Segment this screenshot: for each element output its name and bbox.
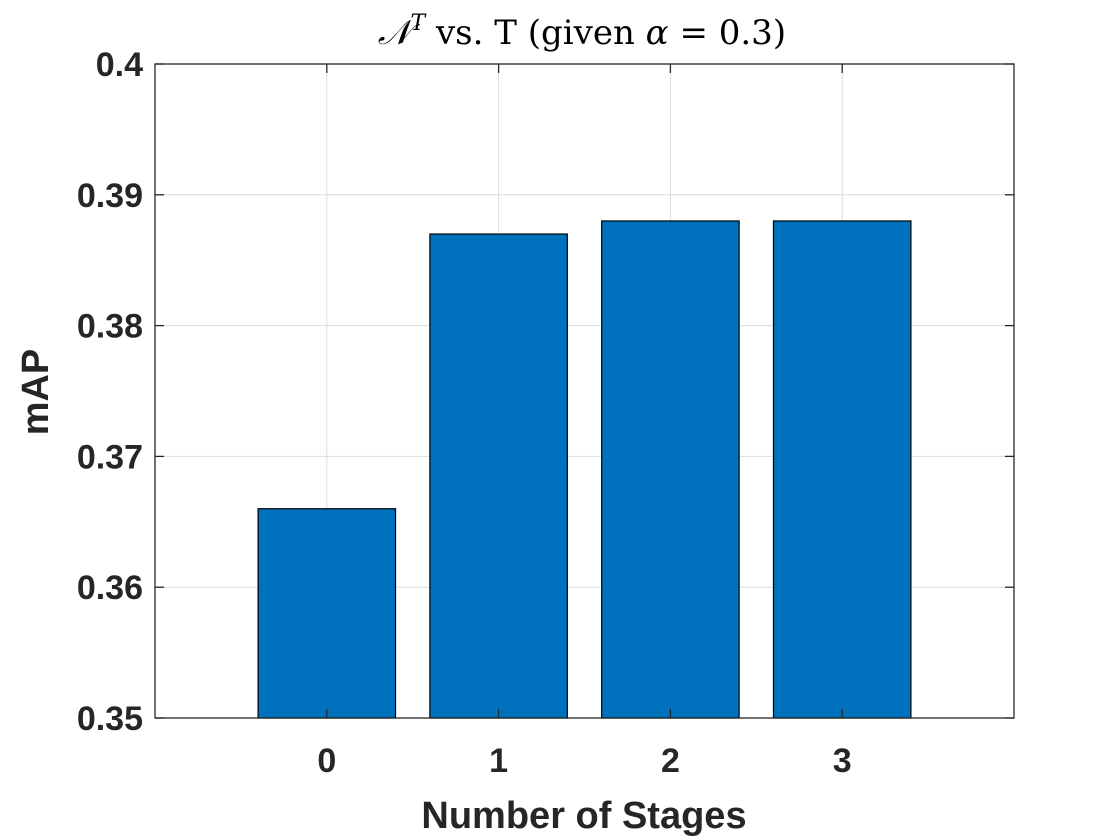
chart-title: 𝒩T vs. T (given α = 0.3)	[378, 11, 786, 53]
y-tick-label: 0.38	[77, 308, 143, 346]
x-tick-label: 0	[317, 742, 336, 780]
x-tick-label: 1	[489, 742, 508, 780]
x-axis-label: Number of Stages	[421, 795, 746, 837]
plot-area-border	[154, 63, 1015, 719]
y-tick-label: 0.37	[77, 438, 143, 476]
title-superscript: T	[410, 11, 427, 36]
bar-1	[429, 233, 568, 719]
y-tick-label: 0.39	[77, 177, 143, 215]
bar-0	[257, 508, 397, 719]
bar-3	[772, 220, 912, 719]
y-tick-label: 0.35	[77, 700, 143, 738]
y-tick-labels: 0.35 0.36 0.37 0.38 0.39 0.4	[77, 46, 143, 738]
x-tick-label: 3	[833, 742, 852, 780]
y-axis-label: mAP	[15, 349, 57, 436]
x-tick-labels: 0 1 2 3	[317, 742, 851, 780]
y-tick-label: 0.4	[96, 46, 143, 84]
title-rest: vs. T (given	[425, 13, 646, 53]
bars	[257, 220, 912, 719]
y-tick-label: 0.36	[77, 569, 143, 607]
x-tick-label: 2	[661, 742, 680, 780]
title-equals: = 0.3)	[669, 13, 786, 53]
title-alpha: α	[646, 13, 669, 53]
tick-marks	[155, 63, 1014, 719]
bar-2	[601, 220, 740, 719]
